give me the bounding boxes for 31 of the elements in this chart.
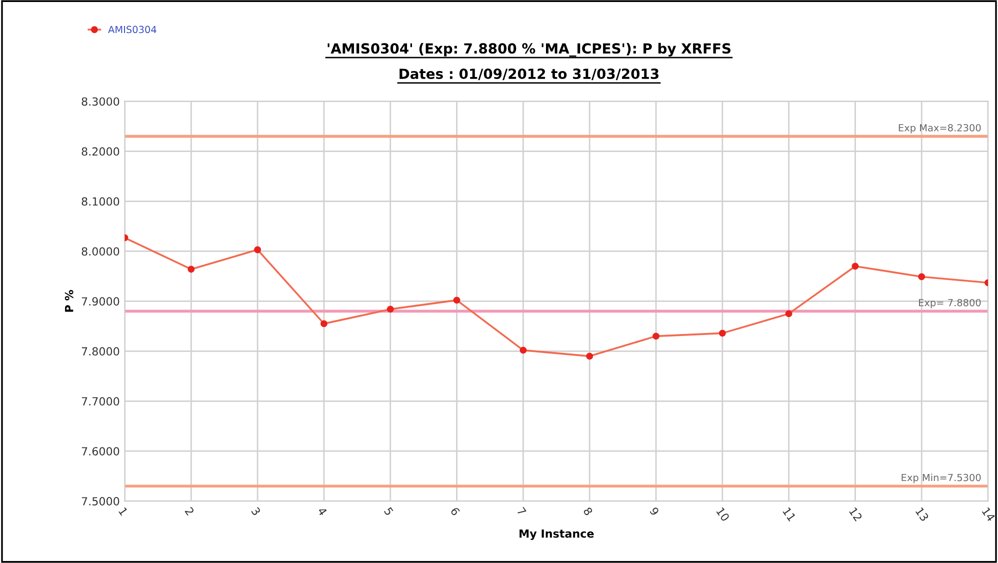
y-tick-label: 7.5000 (82, 497, 120, 506)
x-tick-label: 2 (184, 506, 194, 516)
legend-label: AMIS0304 (108, 26, 156, 34)
x-tick-label: 4 (317, 506, 328, 516)
y-tick-label: 8.0000 (82, 247, 120, 256)
x-tick-label: 13 (915, 507, 930, 522)
ref-line-label: Exp= 7.8800 (919, 298, 981, 308)
y-tick-label: 8.2000 (82, 147, 120, 156)
y-tick-label: 7.6000 (82, 447, 120, 456)
x-tick-label: 6 (450, 506, 460, 516)
x-tick-label: 12 (848, 507, 863, 522)
x-tick-label: 11 (782, 507, 796, 522)
x-tick-label: 14 (982, 507, 996, 522)
chart-title: 'AMIS0304' (Exp: 7.8800 % 'MA_ICPES'): P by XRFFS (328, 42, 730, 57)
x-tick-label: 7 (516, 506, 526, 516)
ref-line-label: Exp Max=8.2300 (898, 124, 981, 134)
x-axis-title: My Instance (520, 529, 594, 540)
x-tick-label: 5 (384, 506, 394, 516)
y-tick-label: 7.7000 (82, 397, 120, 406)
ref-line-label: Exp Min=7.5300 (902, 474, 981, 484)
y-tick-label: 8.1000 (82, 197, 120, 206)
y-tick-label: 8.3000 (82, 97, 120, 106)
y-tick-label: 7.8000 (82, 347, 120, 356)
y-tick-label: 7.9000 (82, 297, 120, 306)
x-tick-label: 3 (251, 506, 261, 516)
chart-subtitle: Dates : 01/09/2012 to 31/03/2013 (400, 68, 658, 80)
x-tick-label: 10 (716, 507, 730, 522)
x-tick-label: 1 (118, 507, 128, 516)
x-tick-label: 8 (582, 506, 594, 516)
y-axis-title: P % (64, 290, 74, 312)
x-tick-label: 9 (649, 506, 660, 516)
